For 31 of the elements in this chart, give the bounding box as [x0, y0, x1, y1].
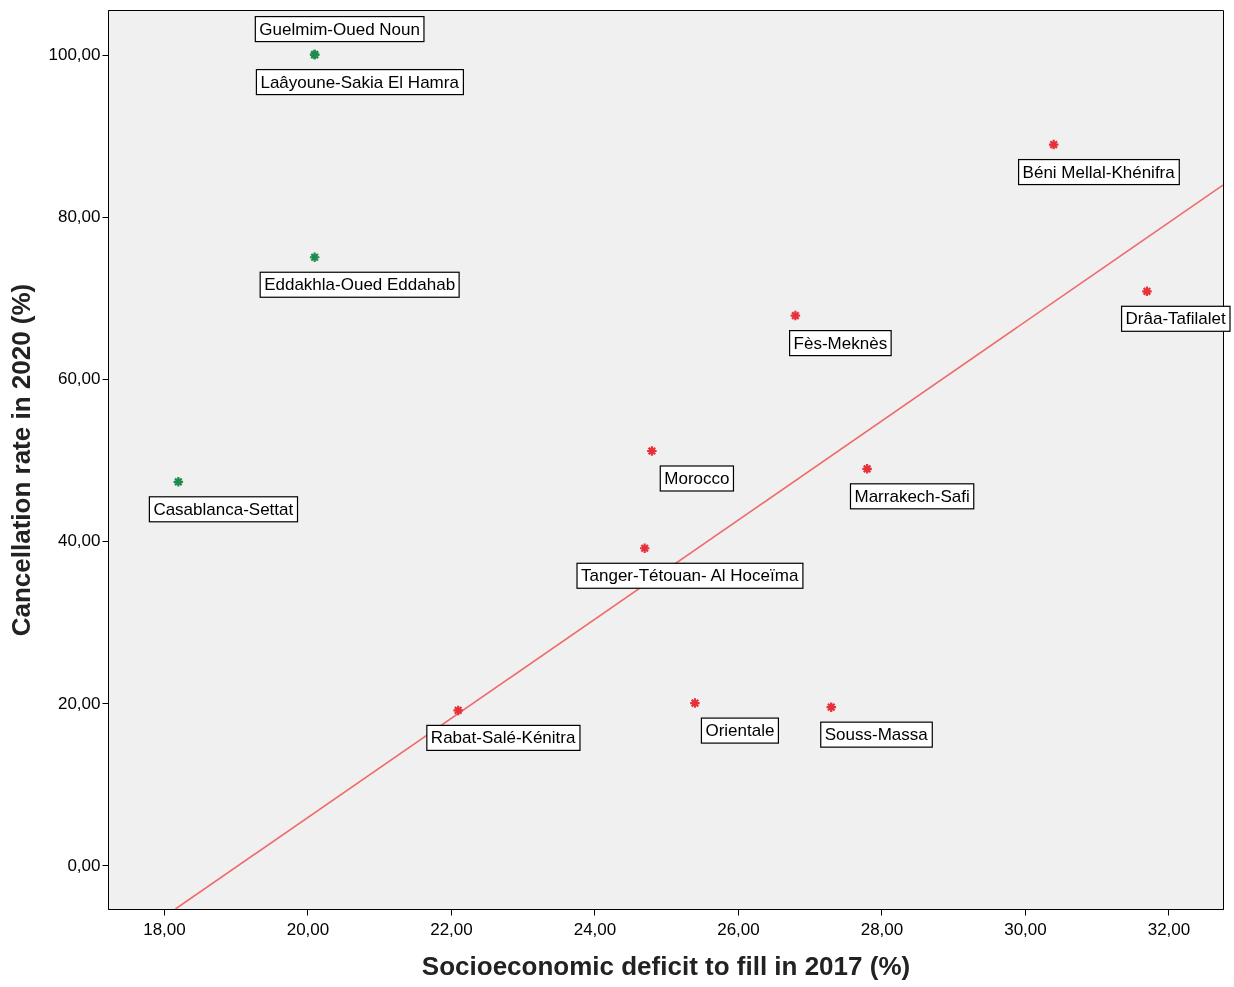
annotation: Morocco — [664, 468, 730, 488]
point — [452, 704, 464, 717]
y-tick-label: 40,00 — [57, 531, 101, 551]
y-tick-label: 80,00 — [57, 207, 101, 227]
annotation: Tanger-Tétouan- Al Hoceïma — [581, 566, 799, 586]
annotation: Guelmim-Oued Noun — [259, 19, 420, 39]
y-tick-label: 60,00 — [57, 369, 101, 389]
x-axis-title: Socioeconomic deficit to fill in 2017 (%) — [421, 950, 911, 981]
annotation: Marrakech-Safi — [854, 486, 970, 506]
x-tick-label: 24,00 — [573, 919, 617, 939]
x-tick-label: 26,00 — [717, 919, 760, 939]
annotation: Laâyoune-Sakia El Hamra — [260, 72, 460, 92]
point — [789, 309, 802, 322]
annotation: Eddakhla-Oued Eddahab — [264, 275, 456, 295]
x-tick-label: 20,00 — [286, 919, 330, 939]
point — [1047, 138, 1060, 151]
annotation: Casablanca-Settat — [153, 499, 294, 519]
x-tick-label: 32,00 — [1147, 919, 1191, 939]
y-tick-label: 0,00 — [67, 855, 101, 875]
point — [646, 445, 658, 457]
x-tick-label: 18,00 — [143, 919, 186, 939]
x-tick-label: 30,00 — [1004, 919, 1047, 939]
x-tick-label: 28,00 — [860, 919, 904, 939]
y-tick-label: 100,00 — [48, 45, 101, 65]
x-tick-label: 22,00 — [430, 919, 473, 939]
point — [689, 697, 701, 709]
annotation: Rabat-Salé-Kénitra — [430, 728, 576, 748]
annotation: Drâa-Tafilalet — [1125, 309, 1226, 329]
annotation: Orientale — [705, 721, 775, 741]
y-axis-title: Cancellation rate in 2020 (%) — [5, 283, 36, 637]
y-tick-label: 20,00 — [57, 693, 101, 713]
